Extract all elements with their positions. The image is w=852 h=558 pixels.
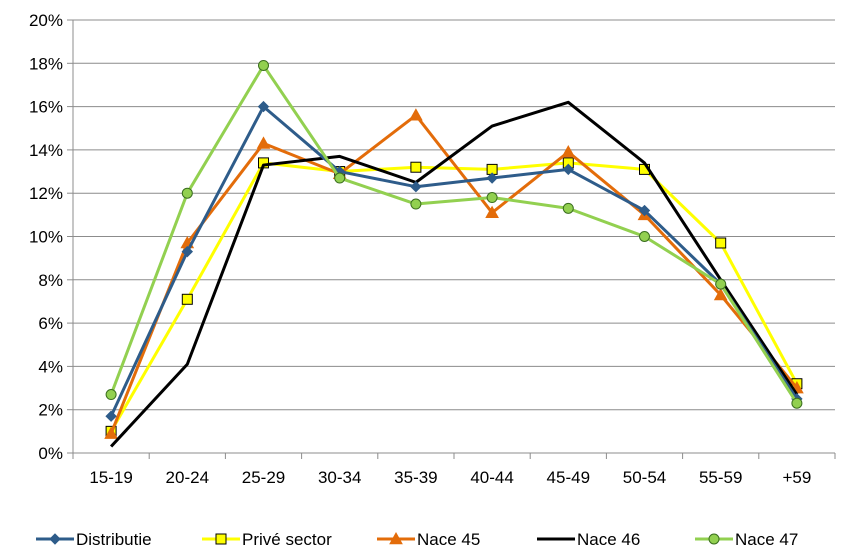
x-tick-label: 30-34 — [318, 468, 361, 487]
y-axis-ticks: 0% 2% 4% 6% 8% 10% 12% 14% 16% 18% 20% — [29, 11, 73, 463]
y-tick-label: 6% — [38, 314, 63, 333]
data-point — [562, 202, 574, 214]
legend-swatch-marker — [389, 531, 403, 545]
y-tick-label: 2% — [38, 401, 63, 420]
data-point — [638, 204, 651, 217]
legend-label: Privé sector — [242, 530, 332, 549]
data-point — [105, 389, 117, 401]
series-nace-47 — [105, 59, 803, 409]
data-point — [409, 108, 423, 121]
x-tick-label: +59 — [782, 468, 811, 487]
data-point — [791, 397, 803, 409]
x-tick-label: 20-24 — [166, 468, 209, 487]
data-point — [181, 293, 193, 305]
data-point — [485, 205, 499, 218]
legend-swatch-marker — [215, 533, 227, 545]
x-tick-label: 45-49 — [547, 468, 590, 487]
x-tick-label: 40-44 — [470, 468, 513, 487]
legend-label: Nace 46 — [577, 530, 640, 549]
data-point — [181, 187, 193, 199]
gridlines — [73, 19, 835, 411]
x-tick-label: 55-59 — [699, 468, 742, 487]
legend-item: Nace 46 — [537, 530, 640, 549]
plot-area — [104, 59, 804, 448]
data-point — [104, 426, 118, 439]
legend-label: Distributie — [76, 530, 152, 549]
data-point — [256, 136, 271, 149]
legend-item: Nace 47 — [695, 530, 798, 549]
y-tick-label: 16% — [29, 98, 63, 117]
legend-label: Nace 45 — [417, 530, 480, 549]
y-tick-label: 8% — [38, 271, 63, 290]
data-point — [410, 180, 422, 193]
series-line — [109, 63, 799, 405]
legend-item: Distributie — [36, 530, 152, 549]
y-tick-label: 12% — [29, 184, 63, 203]
y-tick-label: 10% — [29, 228, 63, 247]
x-tick-label: 25-29 — [242, 468, 285, 487]
data-point — [715, 278, 727, 290]
series-nace-46 — [109, 100, 799, 448]
data-point — [486, 172, 498, 184]
data-point — [562, 163, 575, 176]
data-point — [486, 192, 498, 204]
data-point — [713, 287, 728, 301]
legend-item: Privé sector — [202, 530, 332, 549]
data-point — [105, 410, 117, 422]
data-point — [181, 245, 194, 258]
data-point — [257, 100, 270, 113]
series-line — [109, 105, 799, 417]
data-point — [410, 161, 422, 173]
series-nace-45 — [104, 108, 804, 439]
x-tick-label: 50-54 — [623, 468, 666, 487]
x-axis-ticks: 15-19 20-24 25-29 30-34 35-39 40-44 45-49 50-54… — [72, 453, 836, 487]
data-point — [410, 198, 422, 210]
legend-swatch-marker — [708, 533, 720, 545]
y-tick-label: 18% — [29, 54, 63, 73]
x-tick-label: 35-39 — [394, 468, 437, 487]
data-point — [715, 237, 727, 249]
series-line — [109, 113, 799, 435]
legend: Distributie Privé sector Nace 45 Nace 46 Nac… — [36, 530, 798, 549]
y-tick-label: 4% — [38, 357, 63, 376]
y-tick-label: 14% — [29, 141, 63, 160]
data-point — [561, 145, 576, 158]
legend-item: Nace 45 — [377, 530, 480, 549]
data-point — [334, 172, 346, 184]
series-line — [109, 100, 799, 448]
legend-label: Nace 47 — [735, 530, 798, 549]
y-tick-label: 20% — [29, 11, 63, 30]
data-point — [639, 231, 650, 242]
series-line — [109, 161, 799, 433]
legend-swatch-marker — [49, 533, 61, 545]
x-tick-label: 15-19 — [89, 468, 132, 487]
y-tick-label: 0% — [38, 444, 63, 463]
data-point — [258, 59, 269, 71]
